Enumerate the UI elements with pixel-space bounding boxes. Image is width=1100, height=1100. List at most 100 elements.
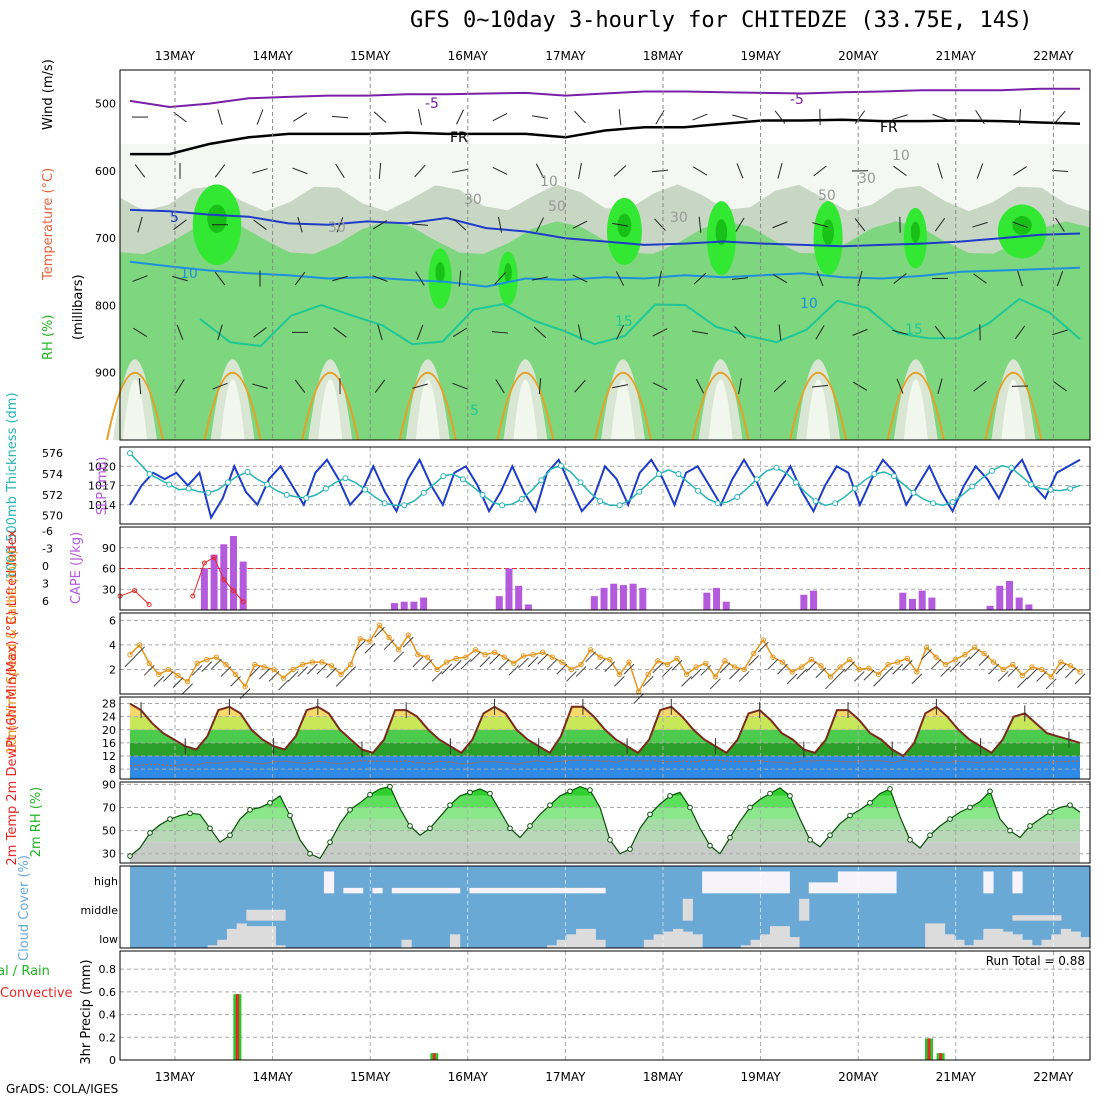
wind-point <box>184 679 191 685</box>
rh-point <box>1047 809 1053 815</box>
wind-barb-10m <box>652 662 664 674</box>
wind-barb <box>815 325 825 340</box>
thickness-point <box>871 471 878 478</box>
rh-point <box>627 846 633 852</box>
cloud-cell-low <box>789 937 800 948</box>
cape-bar <box>590 596 598 610</box>
cape-bar <box>600 587 608 610</box>
wind-barb-10m <box>258 668 270 680</box>
wind-point <box>175 672 181 679</box>
wind-barb-10m <box>738 671 750 682</box>
warm-contour <box>594 372 652 441</box>
cloud-cell-low <box>546 945 558 948</box>
ytick-pressure: 600 <box>95 165 116 178</box>
wind-point <box>223 661 229 668</box>
wind-point <box>261 664 268 670</box>
dry-spike-core <box>513 379 538 440</box>
wind-barb <box>937 163 943 179</box>
ytick-pressure: 900 <box>95 367 116 380</box>
cloud-cell-high <box>420 887 432 894</box>
ytick-li: 0 <box>42 560 49 573</box>
wind-barb <box>854 110 866 124</box>
date-label-top: 13MAY <box>155 49 196 63</box>
cloud-cell-high <box>1012 871 1023 894</box>
wind-barb-10m <box>393 651 405 663</box>
cloud-cell-low <box>585 928 596 948</box>
wind-barb <box>654 218 666 231</box>
rh-point <box>747 804 753 811</box>
wind-barb <box>452 327 468 338</box>
ytick-precip: 0.4 <box>99 1009 117 1022</box>
temp-ylabel: 2m Temp 2m DewPt (6hr Min/Max) (°C) <box>5 611 20 866</box>
wind-barb <box>492 166 508 175</box>
wind-barb-10m <box>959 656 971 668</box>
wind-barb-10m <box>201 661 213 672</box>
wind-barb-10m <box>191 664 203 676</box>
wind-barb-10m <box>623 663 635 675</box>
wind-barb-10m <box>287 671 299 682</box>
wind-barb-10m <box>757 641 769 653</box>
precip-ylabel-b: Convective <box>0 986 73 1001</box>
wind-barb <box>976 163 984 179</box>
wind-point <box>443 659 450 665</box>
li-point <box>221 577 227 583</box>
wind-point <box>357 636 364 642</box>
thickness-point <box>577 479 584 486</box>
cloud-cell-high <box>731 871 742 894</box>
warm-contour <box>691 372 750 441</box>
rh-point <box>127 853 133 859</box>
wind-barb <box>934 325 946 339</box>
wind-point <box>923 644 930 651</box>
cloud-cell-low <box>566 934 577 948</box>
wind-point <box>280 675 287 681</box>
thickness-point <box>1008 464 1015 471</box>
rh-point <box>927 832 933 839</box>
cloud-cell-low <box>653 934 664 948</box>
wind-point <box>194 660 200 667</box>
wind-barb <box>1051 169 1069 172</box>
wind-barb-10m <box>278 679 289 691</box>
rh-point <box>687 804 693 811</box>
cape-bar <box>1025 604 1033 610</box>
wind-barb-10m <box>585 651 596 663</box>
wind-barb <box>892 329 908 335</box>
wind-point <box>252 661 258 668</box>
wind-point <box>319 659 325 665</box>
wind-barb-10m <box>805 661 817 672</box>
li-point <box>240 599 246 605</box>
warm-contour <box>301 372 360 441</box>
contour-label: -5 <box>790 92 804 108</box>
cloud-cell-low <box>1070 931 1081 948</box>
cloud-cell-low <box>963 945 975 948</box>
wind-barb <box>1052 329 1068 336</box>
thickness-point <box>832 500 839 507</box>
date-label-bottom: 19MAY <box>740 1070 781 1084</box>
wind-point <box>328 663 335 669</box>
wind-point <box>952 656 958 663</box>
rh-band <box>130 830 1080 843</box>
contour-label: 30 <box>328 220 346 236</box>
wind-barb <box>972 221 988 228</box>
rh-point <box>827 832 833 839</box>
slp-ylabel: SLP (mb) <box>95 457 110 516</box>
wind-point <box>290 666 296 673</box>
wind-barb <box>613 165 627 177</box>
wind-barb <box>373 111 387 123</box>
wind-barb <box>934 217 946 232</box>
wind-point <box>846 656 853 663</box>
wind-barb-10m <box>402 636 414 648</box>
wind-point <box>722 658 728 664</box>
precip-bar-convective <box>939 1053 943 1060</box>
ytick-slp: 1017 <box>88 480 116 493</box>
li-point <box>132 588 138 594</box>
wind-barb-10m <box>508 664 520 676</box>
thickness-point <box>557 462 564 469</box>
cloud-cell-high <box>353 887 364 894</box>
wind-barb <box>1018 109 1022 126</box>
ytick-temp: 24 <box>102 711 116 724</box>
wind-barb-10m <box>153 676 165 687</box>
wind-barb <box>492 113 508 122</box>
wind-point <box>520 653 527 659</box>
wind-barb-10m <box>412 656 424 668</box>
wind-barb <box>651 169 669 173</box>
